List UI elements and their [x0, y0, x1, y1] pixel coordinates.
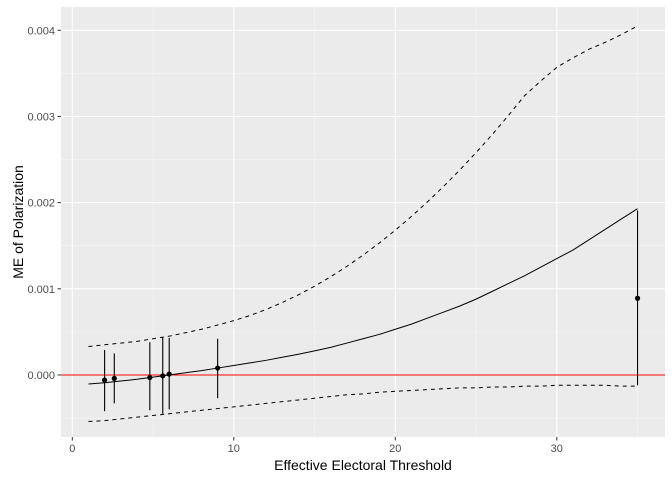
- axes: 0 10 20 30 0.000 0.001 0.002 0.003 0.004: [27, 25, 562, 455]
- data-point: [147, 374, 153, 381]
- series-estimate: [88, 208, 638, 385]
- panel-background: [61, 7, 665, 437]
- y-tick-label: 0.000: [27, 370, 55, 382]
- x-axis-title: Effective Electoral Threshold: [274, 457, 452, 473]
- data-point: [634, 295, 641, 301]
- y-axis-title: ME of Polarization: [10, 165, 26, 279]
- data-point: [102, 377, 108, 383]
- series-lower-bound: [88, 384, 638, 422]
- data-point: [215, 365, 221, 371]
- x-tick-label: 10: [228, 443, 240, 455]
- plot-panel: [61, 7, 665, 437]
- x-tick-label: 20: [389, 443, 401, 455]
- data-point: [111, 375, 117, 382]
- series-group: [88, 25, 638, 422]
- x-tick-label: 30: [551, 443, 563, 455]
- data-point: [166, 371, 172, 377]
- x-tick-label: 0: [69, 443, 75, 455]
- y-tick-label: 0.004: [27, 25, 55, 37]
- points-group: [102, 210, 641, 414]
- y-tick-label: 0.002: [27, 198, 55, 210]
- data-point: [160, 373, 166, 379]
- y-tick-label: 0.003: [27, 111, 55, 123]
- y-tick-label: 0.001: [27, 284, 55, 296]
